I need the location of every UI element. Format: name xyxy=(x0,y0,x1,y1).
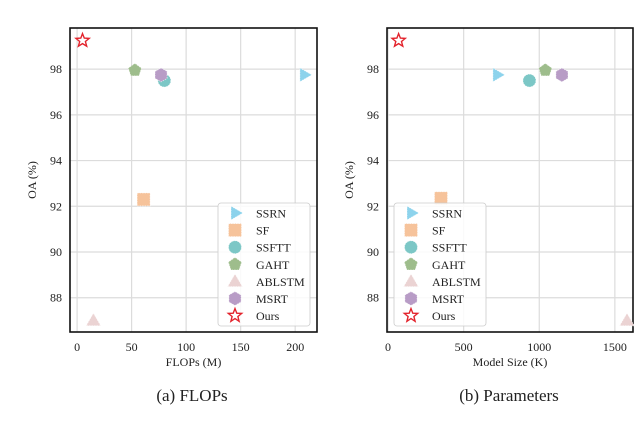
x-tick-label: 200 xyxy=(286,340,304,354)
y-tick-label: 98 xyxy=(50,62,62,76)
x-tick-label: 1000 xyxy=(527,340,551,354)
data-point-gaht xyxy=(538,62,553,77)
y-tick-label: 94 xyxy=(50,154,62,168)
legend-marker-sf xyxy=(228,223,242,238)
legend-marker-gaht xyxy=(403,256,419,271)
y-tick-label: 90 xyxy=(50,245,62,259)
legend-label-ssftt: SSFTT xyxy=(256,241,291,255)
x-tick-label: 50 xyxy=(126,340,138,354)
legend-marker-ours xyxy=(402,306,420,323)
legend-label-msrt: MSRT xyxy=(256,292,289,306)
legend-marker-ssftt xyxy=(404,240,418,255)
data-point-ssftt xyxy=(522,73,537,88)
legend-marker-ours xyxy=(226,306,244,323)
data-point-ours xyxy=(390,31,408,48)
x-tick-label: 0 xyxy=(74,340,80,354)
data-point-ours xyxy=(74,31,92,48)
data-point-msrt xyxy=(154,67,168,83)
data-point-msrt xyxy=(555,67,569,83)
caption-b: (b) Parameters xyxy=(459,386,559,405)
x-tick-label: 100 xyxy=(177,340,195,354)
y-tick-label: 96 xyxy=(367,108,379,122)
legend-marker-ssftt xyxy=(228,240,242,255)
caption-a: (a) FLOPs xyxy=(156,386,227,405)
y-tick-label: 88 xyxy=(50,291,62,305)
data-point-ablstm xyxy=(85,312,102,327)
legend-label-ssrn: SSRN xyxy=(256,207,286,221)
data-point-gaht xyxy=(127,62,142,77)
y-axis-label: OA (%) xyxy=(25,161,39,199)
y-tick-label: 96 xyxy=(50,108,62,122)
y-tick-label: 92 xyxy=(367,199,379,213)
axes-frame xyxy=(69,27,318,333)
parameters-scatter-panel: 0 500 1000 1500 88 90 92 94 96 98 Model Size (K) OA… xyxy=(342,27,635,369)
x-tick-label: 0 xyxy=(385,340,391,354)
x-tick-label: 1500 xyxy=(603,340,627,354)
legend: SSRN SF SSFTT GAHT ABLSTM MSRT Ours xyxy=(217,202,311,327)
y-tick-label: 90 xyxy=(367,245,379,259)
y-tick-label: 98 xyxy=(367,62,379,76)
legend-label-sf: SF xyxy=(432,224,446,238)
y-tick-label: 88 xyxy=(367,291,379,305)
legend-label-ablstm: ABLSTM xyxy=(256,275,305,289)
legend-label-gaht: GAHT xyxy=(432,258,466,272)
x-tick-label: 500 xyxy=(455,340,473,354)
x-tick-label: 150 xyxy=(232,340,250,354)
legend-marker-gaht xyxy=(227,256,243,271)
x-axis-label: Model Size (K) xyxy=(473,355,548,369)
legend-label-ours: Ours xyxy=(256,309,280,323)
data-point-sf xyxy=(136,192,151,207)
legend-marker-ablstm xyxy=(226,273,244,288)
y-tick-label: 92 xyxy=(50,199,62,213)
axes-frame xyxy=(386,27,634,333)
data-point-ssrn xyxy=(492,67,506,83)
legend-marker-ablstm xyxy=(402,273,420,288)
legend-label-msrt: MSRT xyxy=(432,292,465,306)
y-tick-label: 94 xyxy=(367,154,379,168)
y-axis-label: OA (%) xyxy=(342,161,356,199)
flops-scatter-panel: 0 50 100 150 200 88 90 92 94 96 98 FLOPs (M) OA (%) S… xyxy=(25,27,318,369)
legend-label-ssftt: SSFTT xyxy=(432,241,467,255)
legend-marker-ssrn xyxy=(230,205,244,221)
legend-label-sf: SF xyxy=(256,224,270,238)
legend-label-ours: Ours xyxy=(432,309,456,323)
data-point-ssrn xyxy=(299,67,313,83)
legend: SSRN SF SSFTT GAHT ABLSTM MSRT Ours xyxy=(393,202,487,327)
legend-marker-ssrn xyxy=(406,205,420,221)
legend-marker-msrt xyxy=(228,291,242,306)
legend-label-ssrn: SSRN xyxy=(432,207,462,221)
legend-label-gaht: GAHT xyxy=(256,258,290,272)
data-point-ablstm xyxy=(618,312,635,327)
legend-marker-msrt xyxy=(404,291,418,306)
legend-marker-sf xyxy=(404,223,418,238)
legend-label-ablstm: ABLSTM xyxy=(432,275,481,289)
x-axis-label: FLOPs (M) xyxy=(166,355,222,369)
